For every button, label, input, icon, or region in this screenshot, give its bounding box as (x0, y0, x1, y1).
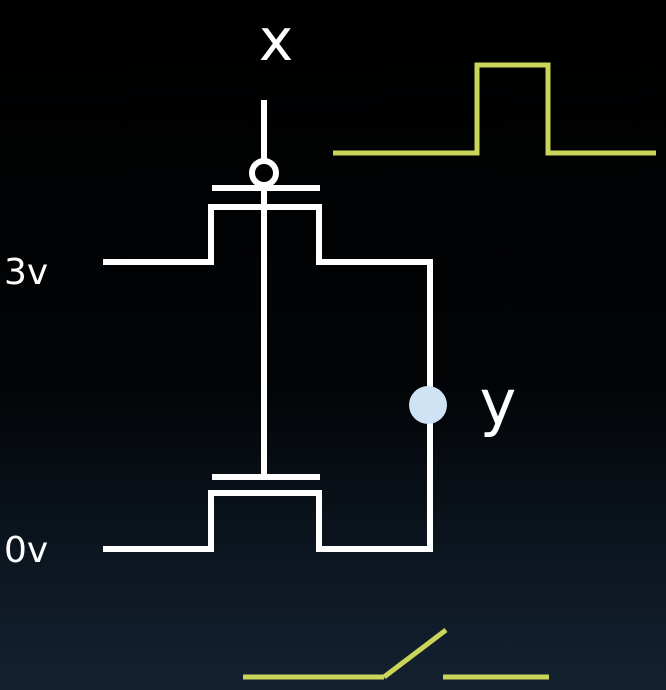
switch-symbol (243, 628, 549, 680)
output-node (409, 386, 447, 424)
nmos-transistor (103, 474, 430, 552)
input-label-x: x (259, 6, 293, 74)
supply-high-label: 3v (4, 252, 48, 293)
supply-low-label: 0v (4, 530, 48, 571)
nmos-channel (103, 490, 430, 552)
inversion-bubble (249, 158, 279, 188)
output-label-y: y (480, 366, 517, 439)
input-pulse-waveform (333, 62, 656, 156)
